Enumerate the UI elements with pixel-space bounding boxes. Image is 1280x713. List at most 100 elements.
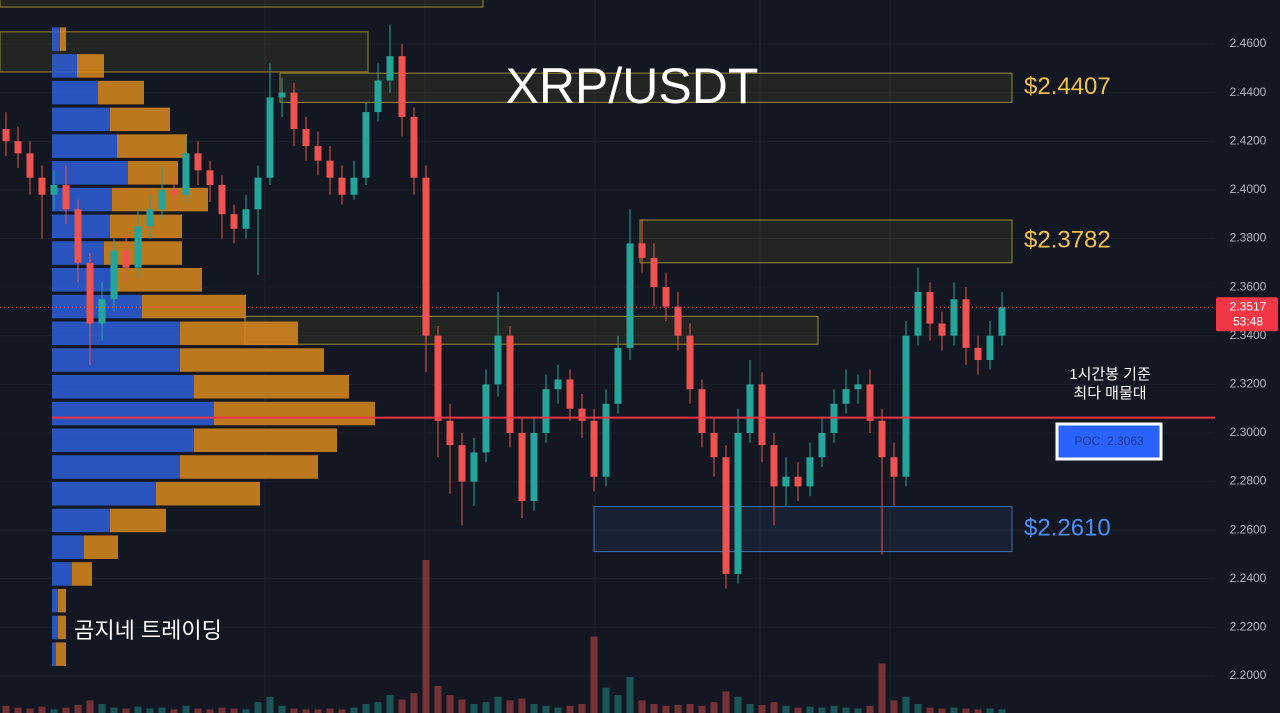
volume-bar <box>566 705 574 713</box>
candle-body <box>350 177 358 195</box>
candle-body <box>14 141 22 154</box>
volume-bar <box>686 704 694 713</box>
volume-bar <box>134 706 142 713</box>
zone <box>593 506 1013 553</box>
candle-body <box>326 160 334 178</box>
volume-bar <box>626 677 634 713</box>
candle-body <box>926 291 934 324</box>
y-tick-label: 2.2800 <box>1230 474 1267 488</box>
candle-body <box>818 432 826 458</box>
zone <box>639 219 1013 264</box>
volume-bar <box>2 705 10 713</box>
volume-bar <box>890 700 898 713</box>
volume-bar <box>530 704 538 713</box>
volume-bar <box>50 709 58 713</box>
candle-body <box>254 177 262 210</box>
volume-bar <box>362 704 370 713</box>
volume-bar <box>290 708 298 713</box>
candle-body <box>614 347 622 404</box>
profile-buy <box>52 562 72 586</box>
candle-body <box>62 184 70 210</box>
profile-sell <box>77 54 104 78</box>
volume-profile <box>52 27 375 666</box>
candle-body <box>530 432 538 502</box>
candle-body <box>218 184 226 215</box>
volume-bar <box>470 704 478 713</box>
zones: $2.4407 $2.3782 $2.2610 <box>0 0 1111 553</box>
candle-body <box>986 335 994 361</box>
profile-buy <box>52 615 58 640</box>
volume-bar <box>830 705 838 713</box>
candle-body <box>974 347 982 361</box>
candle-body <box>386 56 394 81</box>
volume-bar <box>698 705 706 713</box>
volume-bar <box>206 709 214 713</box>
volume-bar <box>434 686 442 713</box>
candle-body <box>794 476 802 487</box>
y-tick-label: 2.3600 <box>1230 279 1267 293</box>
candle-body <box>806 457 814 487</box>
candle-body <box>950 299 958 336</box>
profile-buy <box>52 348 180 372</box>
candle-body <box>674 306 682 336</box>
y-tick-label: 2.2600 <box>1230 522 1267 536</box>
profile-buy <box>52 294 142 319</box>
candle-body <box>662 287 670 307</box>
volume-bar <box>110 707 118 713</box>
current-price-label: 2.3517 <box>1230 299 1267 313</box>
volume-bar <box>998 709 1006 713</box>
profile-sell <box>110 107 170 132</box>
profile-buy <box>52 401 214 426</box>
volume-bar <box>182 705 190 713</box>
candle-body <box>290 92 298 130</box>
watermark: 곰지네 트레이딩 <box>74 618 222 643</box>
volume-bar <box>230 708 238 713</box>
profile-buy <box>52 642 56 666</box>
volume-bar <box>878 663 886 713</box>
candle-body <box>518 432 526 502</box>
annotation: 최다 매물대 <box>1073 385 1146 402</box>
profile-sell <box>214 401 375 426</box>
volume-bar <box>398 699 406 713</box>
profile-sell <box>72 562 92 586</box>
candle-body <box>50 184 58 195</box>
volume-bar <box>122 708 130 713</box>
candle-body <box>914 291 922 336</box>
candle-body <box>782 476 790 487</box>
y-tick-label: 2.4600 <box>1230 36 1267 50</box>
candle-body <box>458 445 466 482</box>
candle-body <box>122 250 130 268</box>
zone <box>0 0 484 8</box>
candle-body <box>86 262 94 324</box>
volume-bar <box>758 704 766 713</box>
candle-body <box>722 457 730 574</box>
candle-body <box>938 323 946 336</box>
candle-body <box>410 116 418 178</box>
volume-bar <box>962 708 970 713</box>
volume-bar <box>98 704 106 713</box>
volume-bar <box>902 696 910 713</box>
volume-bar <box>242 709 250 713</box>
volume-bar <box>266 696 274 713</box>
candle-body <box>146 209 154 227</box>
y-tick-label: 2.3200 <box>1230 377 1267 391</box>
volume-bar <box>254 702 262 713</box>
candle-body <box>698 389 706 433</box>
candle-body <box>758 384 766 446</box>
profile-buy <box>52 321 180 346</box>
candle-body <box>422 177 430 336</box>
countdown-label: 53:48 <box>1233 314 1263 328</box>
candle-body <box>590 420 598 477</box>
y-tick-label: 2.4200 <box>1230 133 1267 147</box>
candle-body <box>362 112 370 178</box>
volume-bar <box>926 707 934 713</box>
volume-bar <box>410 693 418 713</box>
profile-buy <box>52 187 112 212</box>
candle-body <box>878 420 886 458</box>
zone-label: $2.4407 <box>1024 73 1111 100</box>
profile-sell <box>128 161 178 185</box>
volume-bar <box>638 700 646 713</box>
volume-bar <box>710 702 718 713</box>
volume-bar <box>74 704 82 713</box>
volume-bar <box>842 707 850 713</box>
